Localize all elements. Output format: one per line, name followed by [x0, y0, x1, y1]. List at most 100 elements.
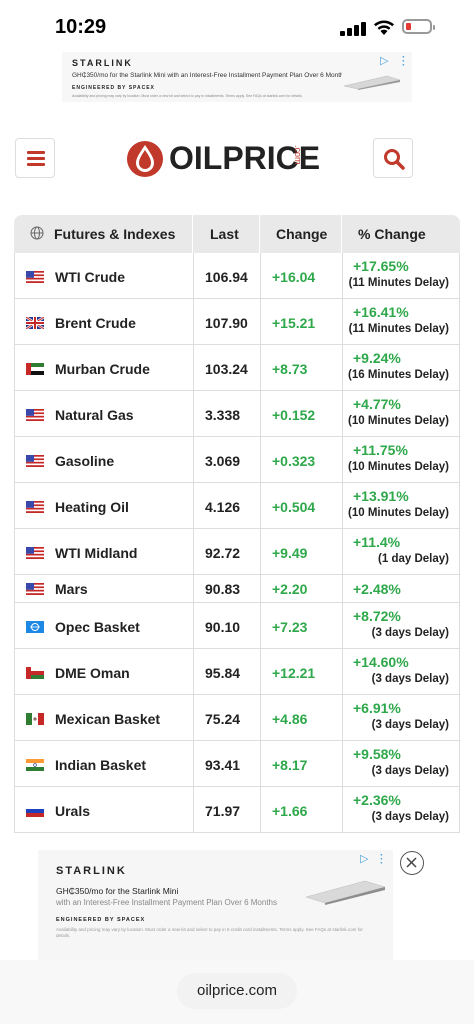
last-price: 3.069 [205, 453, 241, 469]
price-change: +0.152 [272, 407, 316, 423]
adchoices-icon[interactable]: ▷ [360, 853, 369, 865]
table-row[interactable]: Murban Crude 103.24 +8.73 +9.24% (16 Minutes… [14, 345, 460, 391]
cellular-signal-icon [340, 20, 366, 36]
price-change: +12.21 [272, 665, 316, 681]
oilprice-logo[interactable]: OILPRICE .com [125, 135, 325, 181]
delay-note: (3 days Delay) [371, 811, 449, 823]
commodity-name[interactable]: Urals [55, 803, 91, 819]
percent-change: +11.4% [353, 534, 401, 550]
commodity-name[interactable]: Brent Crude [55, 315, 136, 331]
menu-button[interactable] [15, 138, 55, 178]
futures-table: Futures & Indexes Last Change % Change W… [14, 215, 460, 833]
col-header-change[interactable]: Change [276, 226, 328, 242]
last-price: 90.83 [205, 581, 241, 597]
russia-flag-icon [26, 805, 44, 817]
close-ad-button[interactable] [400, 851, 424, 875]
adchoices-icon[interactable]: ▷ [380, 55, 389, 67]
mexico-flag-icon [26, 713, 44, 725]
price-change: +4.86 [272, 711, 308, 727]
us-flag-icon [26, 271, 44, 283]
starlink-dish-image [343, 75, 401, 90]
commodity-name[interactable]: Murban Crude [55, 361, 150, 377]
opec-flag-icon [26, 621, 44, 633]
commodity-name[interactable]: WTI Midland [55, 545, 138, 561]
ad-headline: GH₵350/mo for the Starlink Mini [56, 886, 179, 896]
ad-brand: STARLINK [72, 58, 133, 68]
price-change: +2.20 [272, 581, 308, 597]
us-flag-icon [26, 547, 44, 559]
table-row[interactable]: Brent Crude 107.90 +15.21 +16.41% (11 Minute… [14, 299, 460, 345]
last-price: 92.72 [205, 545, 241, 561]
table-row[interactable]: Gasoline 3.069 +0.323 +11.75% (10 Minutes De… [14, 437, 460, 483]
percent-change: +6.91% [353, 700, 401, 716]
table-row[interactable]: Urals 71.97 +1.66 +2.36% (3 days Delay) [14, 787, 460, 833]
percent-change: +16.41% [353, 304, 409, 320]
price-change: +15.21 [272, 315, 316, 331]
price-change: +8.73 [272, 361, 308, 377]
last-price: 106.94 [205, 269, 248, 285]
commodity-name[interactable]: Heating Oil [55, 499, 129, 515]
commodity-name[interactable]: Gasoline [55, 453, 115, 469]
status-bar: 10:29 [0, 0, 474, 52]
last-price: 95.84 [205, 665, 241, 681]
table-row[interactable]: Opec Basket 90.10 +7.23 +8.72% (3 days Delay… [14, 603, 460, 649]
percent-change: +4.77% [353, 396, 401, 412]
ad-menu-icon[interactable]: · · · [380, 850, 384, 869]
commodity-name[interactable]: Opec Basket [55, 619, 140, 635]
battery-icon [402, 19, 435, 34]
last-price: 71.97 [205, 803, 241, 819]
percent-change: +13.91% [353, 488, 409, 504]
ad-fine-print: Availability and pricing may vary by loc… [56, 927, 363, 938]
commodity-name[interactable]: Mars [55, 581, 88, 597]
commodity-name[interactable]: DME Oman [55, 665, 130, 681]
delay-note: (3 days Delay) [371, 719, 449, 731]
percent-change: +17.65% [353, 258, 409, 274]
commodity-name[interactable]: Mexican Basket [55, 711, 161, 727]
col-header-name[interactable]: Futures & Indexes [54, 226, 176, 242]
uae-flag-icon [26, 363, 44, 375]
close-icon [406, 857, 417, 868]
oil-drop-logo-icon [127, 141, 163, 177]
table-row[interactable]: DME Oman 95.84 +12.21 +14.60% (3 days Delay) [14, 649, 460, 695]
ad-brand: STARLINK [56, 865, 127, 877]
delay-note: (10 Minutes Delay) [348, 507, 449, 519]
last-price: 90.10 [205, 619, 241, 635]
table-row[interactable]: Heating Oil 4.126 +0.504 +13.91% (10 Minutes… [14, 483, 460, 529]
search-button[interactable] [373, 138, 413, 178]
address-bar[interactable]: oilprice.com [177, 973, 297, 1009]
table-row[interactable]: WTI Crude 106.94 +16.04 +17.65% (11 Minutes … [14, 253, 460, 299]
last-price: 75.24 [205, 711, 241, 727]
top-ad-banner[interactable]: STARLINK GH₵350/mo for the Starlink Mini… [62, 52, 412, 102]
us-flag-icon [26, 501, 44, 513]
commodity-name[interactable]: Indian Basket [55, 757, 147, 773]
delay-note: (11 Minutes Delay) [348, 323, 449, 335]
ad-fine-print: Availability and pricing may vary by loc… [72, 94, 303, 98]
commodity-name[interactable]: Natural Gas [55, 407, 134, 423]
last-price: 4.126 [205, 499, 241, 515]
bottom-ad-banner[interactable]: STARLINK GH₵350/mo for the Starlink Mini… [38, 850, 393, 960]
table-row[interactable]: WTI Midland 92.72 +9.49 +11.4% (1 day Delay) [14, 529, 460, 575]
us-flag-icon [26, 583, 44, 595]
starlink-dish-image [305, 880, 386, 905]
ad-engineered: ENGINEERED BY SPACEX [56, 917, 146, 923]
ad-menu-icon[interactable]: · · · [402, 52, 406, 71]
percent-change: +9.58% [353, 746, 401, 762]
delay-note: (3 days Delay) [371, 765, 449, 777]
wifi-icon [374, 20, 394, 35]
table-row[interactable]: Natural Gas 3.338 +0.152 +4.77% (10 Minutes … [14, 391, 460, 437]
commodity-name[interactable]: WTI Crude [55, 269, 125, 285]
price-change: +16.04 [272, 269, 316, 285]
last-price: 93.41 [205, 757, 241, 773]
price-change: +1.66 [272, 803, 308, 819]
col-header-last[interactable]: Last [210, 226, 239, 242]
col-header-pct-change[interactable]: % Change [358, 226, 426, 242]
table-row[interactable]: Mexican Basket 75.24 +4.86 +6.91% (3 days De… [14, 695, 460, 741]
table-row[interactable]: Mars 90.83 +2.20 +2.48% [14, 575, 460, 603]
status-time: 10:29 [55, 16, 107, 38]
logo-suffix: .com [293, 145, 303, 165]
price-change: +0.323 [272, 453, 316, 469]
last-price: 107.90 [205, 315, 248, 331]
percent-change: +2.48% [353, 581, 401, 597]
table-row[interactable]: Indian Basket 93.41 +8.17 +9.58% (3 days Del… [14, 741, 460, 787]
india-flag-icon [26, 759, 44, 771]
